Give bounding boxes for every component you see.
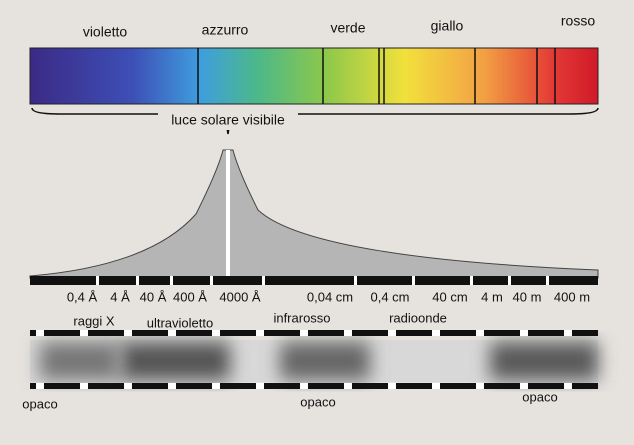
opacity-label: opaco [22,396,57,411]
absorption [120,342,230,380]
scale-label: 0,4 cm [370,289,409,304]
brace [31,107,599,135]
band-border [30,330,598,336]
visible-label: luce solare visibile [171,112,285,128]
scale-label: 4 m [481,289,503,304]
region-label: radioonde [389,310,447,325]
scale-label: 0,4 Å [67,289,98,304]
color-label: verde [330,20,365,36]
scale-label: 4 Å [110,289,130,304]
opacity-label: opaco [300,394,335,409]
scale-label: 0,04 cm [307,289,353,304]
absorption [40,342,120,380]
color-label: azzurro [202,22,249,38]
color-label: violetto [83,24,128,40]
spectral-lines [197,48,556,104]
absorption [490,342,598,380]
region-label: raggi X [73,313,115,328]
label-bg [158,110,298,130]
color-label: rosso [561,13,595,29]
scale-label: 400 Å [173,289,207,304]
band-border [30,383,598,389]
region-label: ultravioletto [147,315,213,330]
scale-label: 40 m [513,289,542,304]
scale-label: 40 cm [432,289,467,304]
scale-bar [30,276,598,285]
visible-window [226,150,230,278]
absorption [280,342,370,380]
scale-label: 400 m [554,289,590,304]
opacity-label: opaco [522,389,557,404]
spectrum-bar [29,47,599,105]
scale-label: 4000 Å [219,289,261,304]
color-label: giallo [431,18,464,34]
scale-separators [96,276,549,285]
radiation-curve [29,149,599,279]
scale-label: 40 Å [140,289,167,304]
region-label: infrarosso [273,310,330,325]
